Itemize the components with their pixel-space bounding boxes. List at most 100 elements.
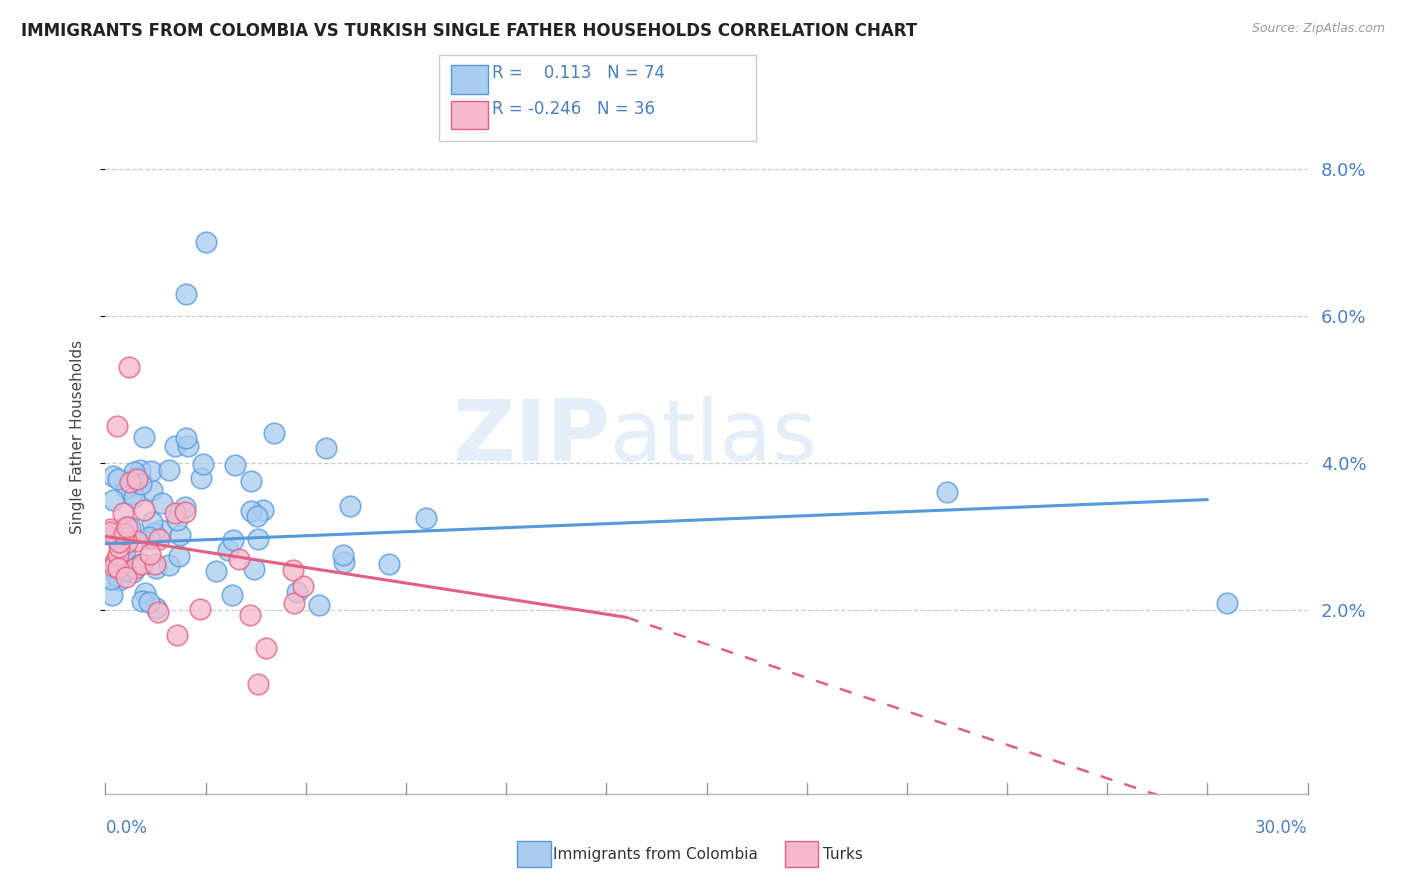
Point — [169, 528, 191, 542]
Point — [173, 500, 195, 514]
Point — [221, 588, 243, 602]
Point — [115, 520, 138, 534]
Point — [146, 605, 169, 619]
Point — [415, 511, 437, 525]
Point — [118, 360, 141, 375]
Point — [291, 578, 314, 592]
Point — [101, 588, 124, 602]
Point — [107, 548, 129, 562]
Point — [308, 598, 330, 612]
Point — [117, 534, 139, 549]
Point — [134, 503, 156, 517]
Y-axis label: Single Father Households: Single Father Households — [70, 340, 84, 534]
Point — [166, 513, 188, 527]
Point — [114, 570, 136, 584]
Point — [103, 527, 125, 541]
Text: ZIP: ZIP — [453, 395, 610, 479]
Point — [124, 471, 146, 485]
Point — [936, 485, 959, 500]
Point — [122, 565, 145, 579]
Point — [283, 563, 305, 577]
Point — [112, 526, 135, 541]
Point — [254, 641, 277, 656]
Point — [111, 506, 134, 520]
Point — [166, 628, 188, 642]
Point — [141, 515, 163, 529]
Point — [246, 676, 269, 690]
Point — [252, 503, 274, 517]
Point — [131, 594, 153, 608]
Point — [287, 584, 309, 599]
Point — [124, 490, 146, 504]
Point — [332, 555, 354, 569]
Point — [101, 469, 124, 483]
Point — [141, 464, 163, 478]
Text: 30.0%: 30.0% — [1256, 819, 1308, 837]
Text: atlas: atlas — [610, 395, 818, 479]
Point — [150, 523, 173, 537]
Point — [283, 596, 305, 610]
Point — [167, 549, 190, 563]
Point — [243, 562, 266, 576]
Point — [107, 541, 129, 555]
Point — [105, 570, 128, 584]
Point — [131, 558, 153, 572]
Point — [121, 487, 143, 501]
Point — [190, 470, 212, 484]
Point — [139, 547, 162, 561]
Point — [141, 483, 163, 497]
Point — [117, 562, 139, 576]
Point — [107, 472, 129, 486]
Point — [122, 465, 145, 479]
Point — [176, 431, 198, 445]
Point — [100, 522, 122, 536]
Point — [174, 505, 197, 519]
Point — [132, 430, 155, 444]
Point — [103, 493, 125, 508]
Point — [177, 439, 200, 453]
Point — [1216, 596, 1239, 610]
Text: IMMIGRANTS FROM COLOMBIA VS TURKISH SINGLE FATHER HOUSEHOLDS CORRELATION CHART: IMMIGRANTS FROM COLOMBIA VS TURKISH SING… — [21, 22, 917, 40]
Point — [148, 532, 170, 546]
Point — [224, 458, 246, 472]
Point — [315, 441, 337, 455]
Point — [239, 608, 262, 623]
Point — [129, 476, 152, 491]
Point — [124, 561, 146, 575]
Point — [138, 595, 160, 609]
Point — [188, 601, 211, 615]
Point — [142, 525, 165, 540]
Point — [157, 558, 180, 572]
Point — [107, 419, 129, 434]
Point — [221, 533, 243, 548]
Text: Source: ZipAtlas.com: Source: ZipAtlas.com — [1251, 22, 1385, 36]
Point — [247, 532, 270, 546]
Point — [138, 530, 160, 544]
Point — [145, 601, 167, 615]
Point — [228, 551, 250, 566]
Point — [157, 463, 180, 477]
Point — [101, 561, 124, 575]
Point — [129, 463, 152, 477]
Point — [104, 554, 127, 568]
Point — [194, 235, 217, 249]
Point — [128, 470, 150, 484]
Point — [240, 504, 263, 518]
Point — [174, 286, 197, 301]
Text: R =    0.113   N = 74: R = 0.113 N = 74 — [492, 64, 665, 82]
Text: Turks: Turks — [823, 847, 862, 862]
Point — [239, 474, 262, 488]
Point — [378, 558, 401, 572]
Text: 0.0%: 0.0% — [105, 819, 148, 837]
Point — [114, 543, 136, 558]
Point — [134, 586, 156, 600]
Point — [339, 499, 361, 513]
Text: R = -0.246   N = 36: R = -0.246 N = 36 — [492, 100, 655, 118]
Point — [103, 559, 125, 574]
Point — [125, 533, 148, 548]
Point — [118, 520, 141, 534]
Point — [108, 534, 131, 549]
Point — [129, 557, 152, 571]
Point — [143, 557, 166, 571]
Point — [98, 524, 121, 539]
